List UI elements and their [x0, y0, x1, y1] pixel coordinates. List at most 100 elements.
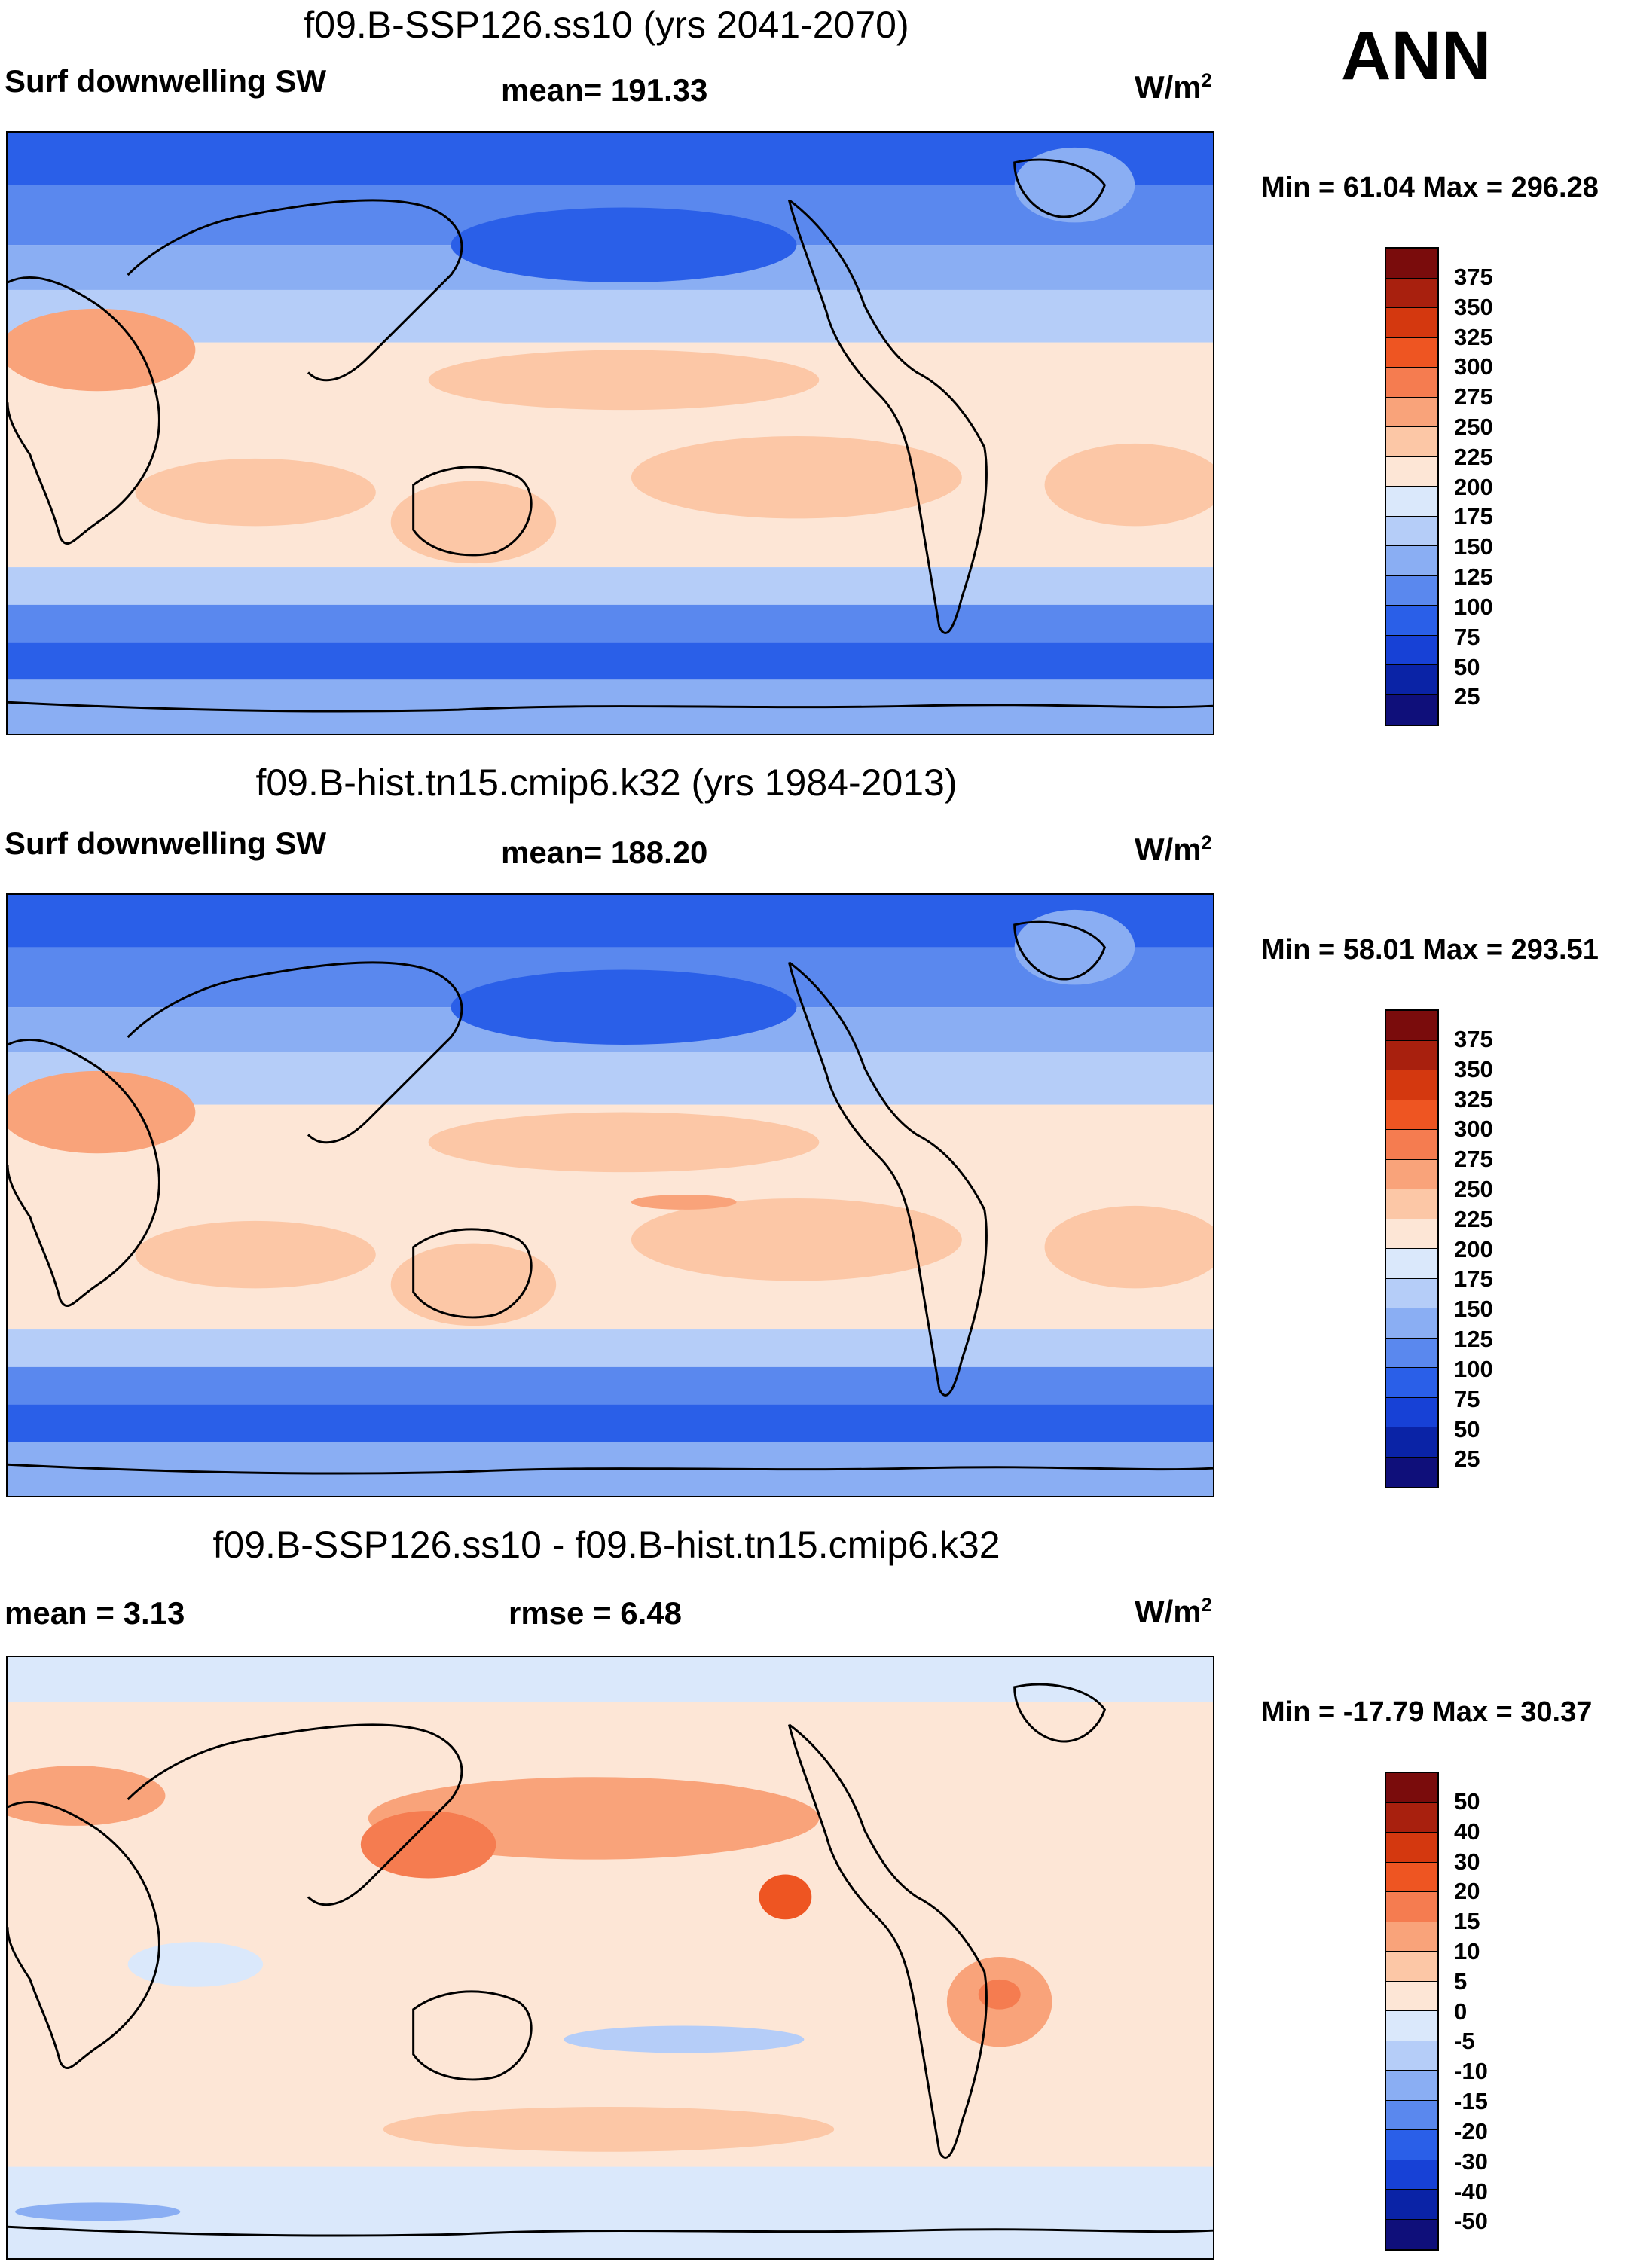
colorbar-swatch — [1386, 1278, 1437, 1308]
colorbar-tick: 150 — [1454, 1296, 1493, 1322]
colorbar-swatch — [1386, 1397, 1437, 1427]
colorbar-tick: 325 — [1454, 324, 1493, 350]
colorbar-tick: 300 — [1454, 1116, 1493, 1142]
colorbar-swatch — [1386, 1219, 1437, 1249]
colorbar-swatch — [1386, 1833, 1437, 1863]
colorbar-tick: 40 — [1454, 1818, 1480, 1845]
colorbar-tick: 275 — [1454, 383, 1493, 410]
colorbar-swatch — [1386, 1189, 1437, 1219]
colorbar-swatch — [1386, 575, 1437, 606]
colorbar-tick: 50 — [1454, 654, 1480, 680]
colorbar-swatch — [1386, 546, 1437, 576]
colorbar-tick: -40 — [1454, 2178, 1488, 2205]
colorbar-tick: 30 — [1454, 1848, 1480, 1875]
colorbar-swatch — [1386, 487, 1437, 517]
panel3-title: f09.B-SSP126.ss10 - f09.B-hist.tn15.cmip… — [212, 1524, 1000, 1566]
colorbar-swatch — [1386, 1100, 1437, 1130]
sahara-high — [8, 1070, 196, 1154]
colorbar-swatch — [1386, 456, 1437, 487]
coastlines — [8, 1683, 1213, 2237]
band-arctic — [8, 1657, 1213, 1702]
colorbar-tick: -30 — [1454, 2148, 1488, 2175]
colorbar-swatch — [1386, 1922, 1437, 1952]
colorbar-tick: 325 — [1454, 1086, 1493, 1113]
band-south-mid — [8, 604, 1213, 643]
colorbar-tick: 225 — [1454, 444, 1493, 470]
colorbar-swatch — [1386, 2100, 1437, 2130]
colorbar-swatch — [1386, 427, 1437, 457]
panel2-map — [6, 893, 1214, 1497]
colorbar-tick: 75 — [1454, 624, 1480, 650]
colorbar-tick: -10 — [1454, 2058, 1488, 2084]
panel3-rmse-label: rmse = 6.48 — [509, 1595, 683, 1631]
colorbar-swatch — [1386, 635, 1437, 665]
colorbar-swatch — [1386, 2219, 1437, 2249]
colorbar-swatch — [1386, 2130, 1437, 2160]
south-pacific-high — [631, 435, 962, 519]
atlantic-high — [1044, 443, 1213, 527]
units-text: W/m — [1135, 1594, 1202, 1629]
band-south-subtrop — [8, 567, 1213, 605]
greenland — [1014, 147, 1135, 223]
panel3-minmax: Min = -17.79 Max = 30.37 — [1261, 1696, 1593, 1728]
colorbar-tick: 125 — [1454, 563, 1493, 590]
colorbar-tick: 375 — [1454, 264, 1493, 290]
panel2-map-svg — [8, 895, 1213, 1496]
panel1-map-svg — [8, 133, 1213, 734]
colorbar-swatch — [1386, 1368, 1437, 1398]
north-pacific-high — [428, 350, 820, 411]
colorbar-swatch — [1386, 694, 1437, 725]
colorbar-swatch — [1386, 337, 1437, 368]
season-label: ANN — [1341, 17, 1492, 94]
colorbar-tick: -15 — [1454, 2088, 1488, 2114]
colorbar-swatch — [1386, 1802, 1437, 1833]
panel2-title: f09.B-hist.tn15.cmip6.k32 (yrs 1984-2013… — [255, 762, 958, 804]
colorbar-swatch — [1386, 1070, 1437, 1100]
colorbar-swatch — [1386, 1457, 1437, 1487]
band-north-pole — [8, 133, 1213, 185]
colorbar-tick: 15 — [1454, 1908, 1480, 1934]
band-north-subtrop — [8, 289, 1213, 343]
coastlines — [8, 920, 1213, 1475]
colorbar-swatch — [1386, 606, 1437, 636]
band-south-subtrop — [8, 1329, 1213, 1367]
colorbar-swatch — [1386, 1040, 1437, 1070]
colorbar-tick: 250 — [1454, 1176, 1493, 1202]
panel2-minmax: Min = 58.01 Max = 293.51 — [1261, 934, 1599, 966]
atlantic-high — [1044, 1205, 1213, 1289]
colorbar-swatch — [1386, 2160, 1437, 2190]
colorbar-tick: 25 — [1454, 1445, 1480, 1472]
colorbar-tick: 225 — [1454, 1206, 1493, 1232]
equatorial-max — [631, 1195, 737, 1210]
panel2-mean-label: mean= 188.20 — [501, 835, 708, 870]
north-pacific-high — [428, 1112, 820, 1173]
colorbar-tick: 10 — [1454, 1938, 1480, 1964]
colorbar-tick: 25 — [1454, 683, 1480, 710]
panel2-colorbar — [1385, 1009, 1439, 1488]
colorbar-tick: 150 — [1454, 533, 1493, 560]
colorbar-tick: 20 — [1454, 1878, 1480, 1904]
colorbar-swatch — [1386, 397, 1437, 427]
band-north-subtrop — [8, 1052, 1213, 1105]
colorbar-tick: 100 — [1454, 594, 1493, 620]
colorbar-swatch — [1386, 665, 1437, 695]
panel2-variable-label: Surf downwelling SW — [5, 826, 326, 861]
south-pacific-high — [631, 1198, 962, 1281]
panel1-units: W/m2 — [1135, 69, 1212, 105]
colorbar-swatch — [1386, 1249, 1437, 1279]
panel1-mean-label: mean= 191.33 — [501, 72, 708, 108]
north-pacific-low — [451, 207, 797, 283]
colorbar-tick: 0 — [1454, 1998, 1468, 2025]
europe-positive — [8, 1766, 166, 1826]
panel3-colorbar — [1385, 1772, 1439, 2251]
colorbar-swatch — [1386, 278, 1437, 308]
panel1-colorbar — [1385, 247, 1439, 726]
band-south-high — [8, 1404, 1213, 1442]
colorbar-swatch — [1386, 1011, 1437, 1041]
kuroshio-positive — [360, 1810, 496, 1879]
colorbar-tick: 250 — [1454, 414, 1493, 440]
colorbar-swatch — [1386, 2190, 1437, 2220]
colorbar-tick: 125 — [1454, 1326, 1493, 1352]
colorbar-tick: 300 — [1454, 353, 1493, 380]
colorbar-tick: 175 — [1454, 503, 1493, 530]
